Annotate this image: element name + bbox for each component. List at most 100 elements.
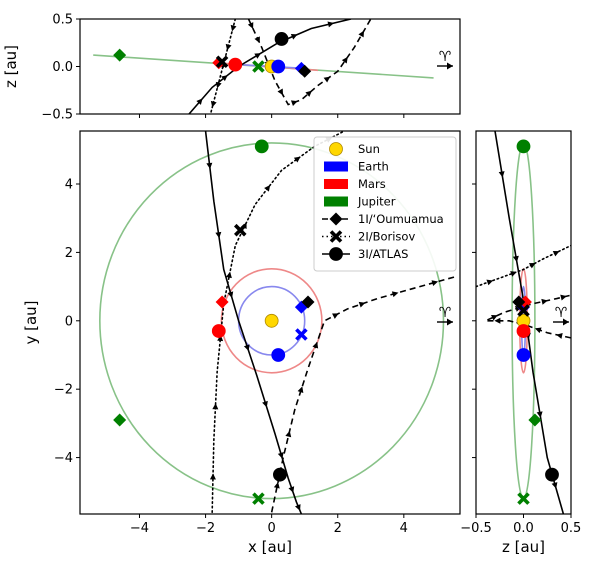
trajectory-2iborisov-arrow [225,271,232,279]
trajectory-2iborisov-arrow [230,24,237,32]
trajectory-1ioumuamua-arrow [541,298,548,305]
right-plot-area [476,131,571,514]
trajectory-2iborisov [476,244,571,288]
x-tick-label: 0 [268,521,276,536]
legend-2iborisov-marker [329,230,343,243]
marker-1ioumuamua [512,295,526,309]
mars-orbit [220,268,323,374]
legend-3iatlas-marker [329,247,343,261]
trajectory-3iatlas-arrow [290,34,298,40]
trajectory-1ioumuamua-arrow [358,30,365,38]
trajectory-3iatlas-arrow [215,231,222,239]
marker-3iatlas [273,467,287,482]
legend-jupiter-swatch [324,196,348,207]
marker-1ioumuamua [301,295,315,309]
aries-symbol: ♈ [439,49,452,65]
legend-jupiter-label: Jupiter [357,195,396,209]
trajectory-1ioumuamua-arrow [323,76,331,83]
marker-jupiter [113,48,127,62]
main-panel: −4 −2 0 2 4 −4 −2 0 2 4 x [au] y [au] ♈ [22,130,461,556]
trajectory-2iborisov-arrow [217,334,224,342]
trajectory-3iatlas-arrow [221,75,228,82]
trajectory-3iatlas-arrow [294,504,301,511]
marker-jupiter [252,60,265,73]
trajectory-1ioumuamua-arrow [273,481,280,489]
trajectory-2iborisov-arrow [293,156,301,163]
trajectory-3iatlas-arrow [254,53,262,59]
trajectory-1ioumuamua-arrow [285,430,292,438]
trajectory-2iborisov-arrow [225,43,232,51]
aries-symbol: ♈ [555,305,568,321]
x-tick-label: 2 [334,521,342,536]
x-axis-label: x [au] [248,538,292,556]
marker-earth [295,328,308,341]
trajectory-1ioumuamua-arrow [560,294,567,301]
y-axis-label: y [au] [22,300,40,344]
top-panel: −0.5 0.0 0.5 z [au] ♈ [2,13,461,123]
marker-mars [518,295,532,309]
trajectory-1ioumuamua-arrow [556,333,563,339]
legend-earth-label: Earth [358,160,389,174]
marker-jupiter [113,413,127,427]
trajectory-1ioumuamua-arrow [290,100,298,106]
y-tick-label: 0 [65,314,73,329]
legend: Sun Earth Mars Jupiter 1I/‘Oumuamua 2I/Boriso… [313,136,457,272]
y-tick-label: 2 [65,246,73,261]
legend-box [313,136,457,272]
trajectory-1ioumuamua-arrow [247,22,254,29]
legend-3iatlas-label: 3I/ATLAS [358,247,408,261]
trajectory-3iatlas-arrow [498,171,505,178]
y-tick-label: −0.5 [41,108,73,123]
trajectory-3iatlas [204,131,303,514]
trajectory-1ioumuamua-arrow [277,88,284,96]
main-plot-area [99,131,457,514]
marker-3iatlas [274,32,289,46]
marker-2iborisov [215,55,229,69]
trajectory-1ioumuamua [270,275,457,513]
y-tick-label: −4 [54,451,73,466]
trajectory-1ioumuamua-arrow [341,56,348,64]
aries-symbol: ♈ [439,305,452,321]
trajectory-2iborisov [211,131,346,514]
trajectory-1ioumuamua-arrow [297,386,304,393]
y-tick-label: 0.0 [52,60,73,75]
legend-1ioumuamua-marker [329,212,343,226]
trajectory-1ioumuamua [485,294,571,339]
marker-mars [516,324,531,338]
marker-earth [516,348,531,362]
marker-jupiter [254,139,269,154]
trajectory-2iborisov-arrow [264,185,271,192]
trajectory-3iatlas-arrow [327,21,335,28]
trajectory-2iborisov-arrow [528,262,536,269]
x-tick-label: 0.0 [513,521,534,536]
jupiter-orbit [99,142,445,500]
legend-earth-swatch [324,161,348,172]
aries-arrow-head [447,62,453,70]
trajectory-3iatlas-arrow [206,162,213,170]
trajectory-1ioumuamua-arrow [358,301,366,308]
aries-arrow-head [447,318,453,326]
marker-2iborisov [517,304,530,317]
trajectory-1ioumuamua-arrow [332,313,339,319]
marker-mars [215,295,229,309]
x-axis-label: z [au] [502,538,545,556]
trajectory-1ioumuamua-arrow [312,341,319,349]
trajectory-1ioumuamua-arrow [305,90,312,97]
aries-arrow-head [563,318,569,326]
trajectory-3iatlas-arrow [536,411,543,418]
marker-mars [211,324,226,338]
top-plot-area [93,19,434,114]
x-tick-label: 4 [400,521,408,536]
trajectory-2iborisov-arrow [209,473,216,480]
trajectory-3iatlas-arrow [262,400,268,408]
x-tick-label: −4 [130,521,149,536]
marker-earth [271,59,286,74]
marker-jupiter [516,139,531,154]
trajectory-3iatlas-arrow [227,291,234,299]
marker-jupiter [517,492,530,505]
marker-sun [264,313,279,328]
legend-sun-label: Sun [358,142,380,156]
trajectory-2iborisov-arrow [510,271,517,277]
trajectory-3iatlas-arrow [288,486,295,493]
